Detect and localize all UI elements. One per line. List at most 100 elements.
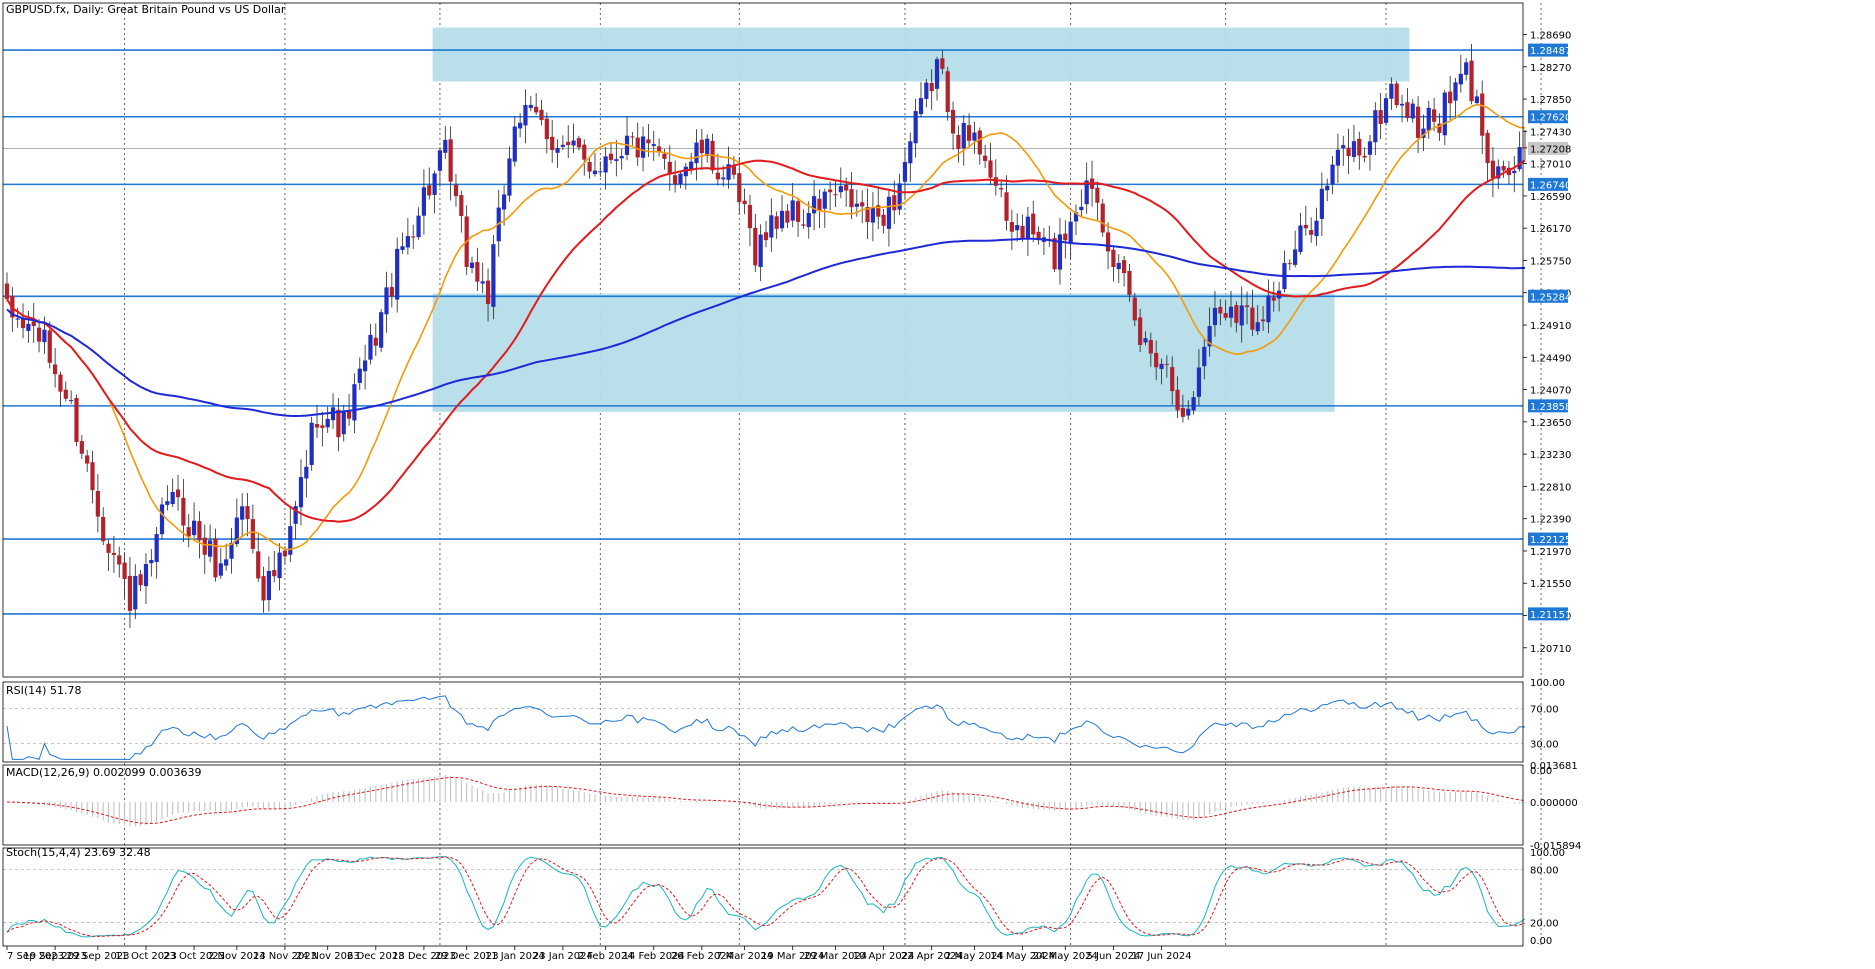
candle-body-199[interactable] bbox=[1068, 221, 1073, 243]
candle-body-80[interactable] bbox=[432, 173, 437, 195]
candle-body-166[interactable] bbox=[892, 195, 897, 211]
candle-body-284[interactable] bbox=[1522, 147, 1528, 149]
candle-body-265[interactable] bbox=[1421, 128, 1426, 138]
candle-body-279[interactable] bbox=[1496, 166, 1501, 179]
candle-body-276[interactable] bbox=[1480, 93, 1485, 136]
candle-body-39[interactable] bbox=[213, 538, 218, 578]
candle-body-2[interactable] bbox=[15, 318, 20, 320]
candle-body-106[interactable] bbox=[571, 140, 576, 146]
candle-body-259[interactable] bbox=[1389, 83, 1394, 99]
candle-body-227[interactable] bbox=[1218, 306, 1223, 314]
candle-body-87[interactable] bbox=[469, 262, 475, 269]
candle-body-274[interactable] bbox=[1469, 60, 1474, 102]
candle-body-184[interactable] bbox=[988, 160, 993, 178]
candle-body-40[interactable] bbox=[218, 563, 223, 576]
candle-body-200[interactable] bbox=[1073, 212, 1079, 222]
candle-body-109[interactable] bbox=[587, 162, 592, 172]
candle-body-206[interactable] bbox=[1105, 232, 1111, 252]
candle-body-177[interactable] bbox=[950, 109, 956, 134]
candle-body-144[interactable] bbox=[774, 216, 779, 229]
candle-body-219[interactable] bbox=[1175, 389, 1180, 411]
candle-body-13[interactable] bbox=[74, 398, 79, 443]
candle-body-282[interactable] bbox=[1512, 170, 1517, 174]
candle-body-149[interactable] bbox=[801, 224, 806, 226]
candle-body-69[interactable] bbox=[373, 337, 378, 346]
candle-body-248[interactable] bbox=[1330, 164, 1335, 185]
candle-body-143[interactable] bbox=[769, 215, 774, 238]
candle-body-255[interactable] bbox=[1367, 141, 1373, 155]
candle-body-172[interactable] bbox=[924, 82, 929, 99]
candle-body-42[interactable] bbox=[229, 542, 234, 559]
candle-body-19[interactable] bbox=[106, 543, 111, 553]
candle-body-244[interactable] bbox=[1309, 230, 1314, 235]
candle-body-234[interactable] bbox=[1255, 322, 1260, 332]
candle-body-221[interactable] bbox=[1186, 408, 1191, 416]
candle-body-30[interactable] bbox=[165, 501, 170, 505]
candle-body-228[interactable] bbox=[1223, 313, 1228, 318]
candle-body-113[interactable] bbox=[608, 153, 614, 160]
candle-body-66[interactable] bbox=[357, 368, 362, 383]
candle-body-53[interactable] bbox=[288, 526, 293, 555]
candle-body-225[interactable] bbox=[1207, 326, 1212, 347]
candle-body-20[interactable] bbox=[111, 552, 116, 555]
candle-body-216[interactable] bbox=[1159, 363, 1164, 369]
candle-body-254[interactable] bbox=[1362, 155, 1367, 158]
candle-body-126[interactable] bbox=[678, 173, 683, 184]
candle-body-169[interactable] bbox=[908, 141, 913, 164]
candle-body-48[interactable] bbox=[261, 576, 266, 601]
candle-body-47[interactable] bbox=[256, 551, 261, 579]
candle-body-242[interactable] bbox=[1298, 225, 1303, 252]
candle-body-277[interactable] bbox=[1485, 132, 1490, 164]
candle-body-189[interactable] bbox=[1015, 225, 1020, 231]
candle-body-236[interactable] bbox=[1266, 295, 1271, 323]
candle-body-54[interactable] bbox=[293, 506, 298, 524]
candle-body-0[interactable] bbox=[4, 283, 10, 299]
candle-body-260[interactable] bbox=[1394, 83, 1399, 106]
candle-body-210[interactable] bbox=[1127, 270, 1132, 295]
candle-body-18[interactable] bbox=[101, 517, 106, 542]
candle-body-94[interactable] bbox=[507, 158, 512, 196]
candle-body-247[interactable] bbox=[1325, 185, 1330, 191]
candle-body-275[interactable] bbox=[1474, 96, 1479, 104]
candle-body-167[interactable] bbox=[897, 183, 902, 210]
candle-body-74[interactable] bbox=[400, 246, 405, 250]
candle-body-121[interactable] bbox=[651, 144, 656, 146]
candle-body-67[interactable] bbox=[363, 360, 368, 372]
candle-body-36[interactable] bbox=[197, 521, 202, 541]
candle-body-41[interactable] bbox=[224, 559, 229, 566]
candle-body-50[interactable] bbox=[272, 570, 277, 577]
candle-body-243[interactable] bbox=[1303, 224, 1308, 229]
candle-body-68[interactable] bbox=[368, 334, 373, 360]
candle-body-14[interactable] bbox=[79, 441, 84, 454]
candle-body-150[interactable] bbox=[806, 213, 811, 228]
candle-body-100[interactable] bbox=[539, 109, 544, 120]
candle-body-97[interactable] bbox=[523, 104, 528, 126]
candle-body-29[interactable] bbox=[159, 504, 165, 535]
candle-body-136[interactable] bbox=[731, 166, 737, 175]
candle-body-237[interactable] bbox=[1271, 297, 1276, 301]
candle-body-141[interactable] bbox=[758, 234, 763, 267]
candle-body-154[interactable] bbox=[828, 189, 833, 193]
candle-body-52[interactable] bbox=[282, 550, 288, 557]
candle-body-124[interactable] bbox=[667, 161, 672, 175]
candle-body-84[interactable] bbox=[453, 184, 459, 197]
candle-body-246[interactable] bbox=[1319, 188, 1324, 219]
candle-body-251[interactable] bbox=[1346, 147, 1351, 157]
candle-body-43[interactable] bbox=[234, 517, 239, 545]
candle-body-231[interactable] bbox=[1239, 305, 1244, 326]
candle-body-258[interactable] bbox=[1383, 98, 1389, 123]
candle-body-192[interactable] bbox=[1031, 213, 1036, 235]
candle-body-24[interactable] bbox=[133, 575, 138, 610]
candle-body-134[interactable] bbox=[721, 177, 726, 180]
candle-body-107[interactable] bbox=[576, 138, 582, 148]
candle-body-174[interactable] bbox=[934, 59, 940, 89]
candle-body-56[interactable] bbox=[304, 466, 309, 479]
candle-body-37[interactable] bbox=[202, 537, 207, 555]
candle-body-204[interactable] bbox=[1095, 187, 1100, 203]
candle-body-96[interactable] bbox=[518, 122, 523, 129]
candle-body-148[interactable] bbox=[795, 201, 801, 222]
candle-body-111[interactable] bbox=[598, 171, 603, 173]
candle-body-133[interactable] bbox=[715, 172, 720, 180]
candle-body-108[interactable] bbox=[582, 144, 587, 160]
candle-body-89[interactable] bbox=[480, 281, 485, 284]
